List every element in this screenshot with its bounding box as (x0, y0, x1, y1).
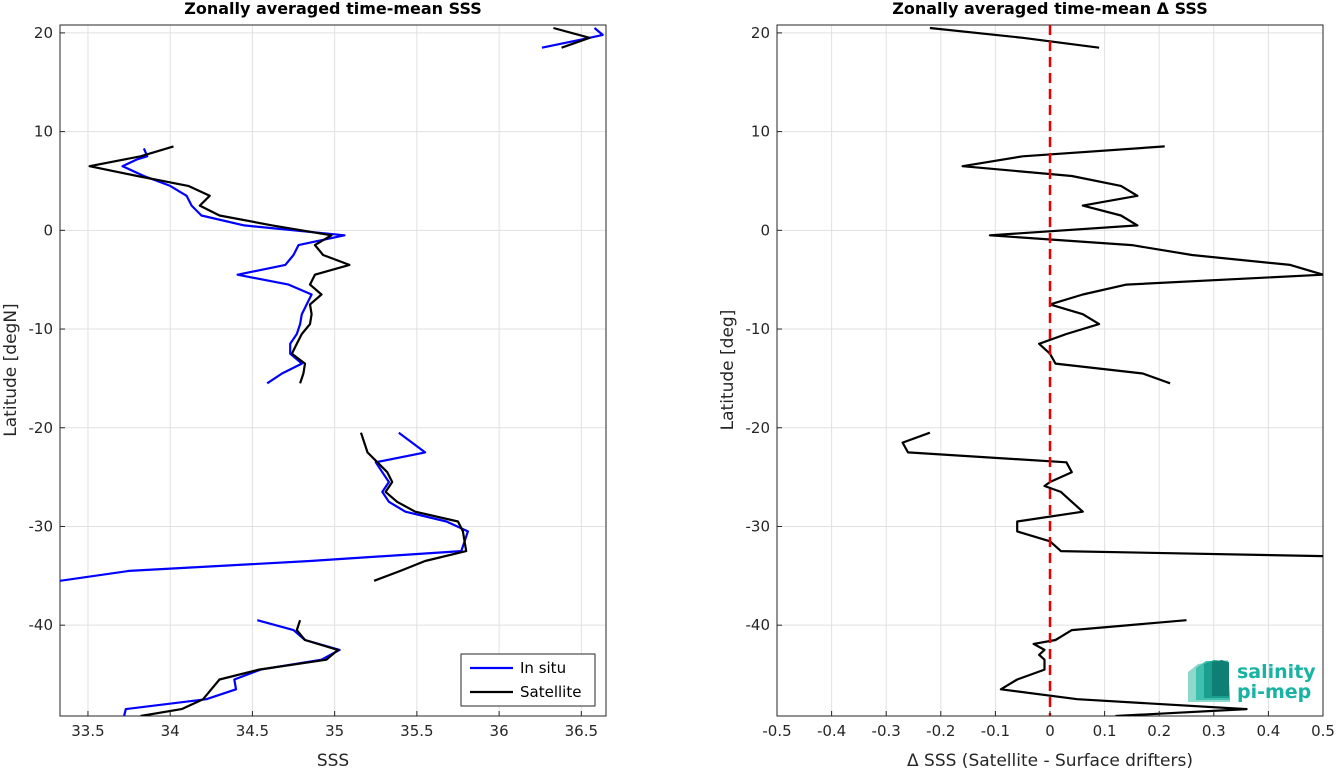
delta-sss-series-line-series-0 (999, 619, 1248, 716)
delta-sss-series-line-series-0 (901, 431, 1323, 558)
sss-ticks: 33.5 34 34.5 35 35.5 36 36.5 -40 -30 -20 -10 0 10 20 (29, 24, 599, 740)
sss-plot-area (60, 26, 604, 716)
sss-panel: 33.5 34 34.5 35 35.5 36 36.5-40-30-20-1001020 … (1, 0, 607, 769)
sss-x-tick-label: 36 (490, 722, 509, 740)
delta-sss-y-axis-label: Latitude [deg] (718, 310, 738, 431)
delta-sss-series-line-series-0 (929, 26, 1100, 49)
legend: In situ Satellite (460, 653, 596, 707)
delta-sss-x-tick-label: -0.3 (872, 722, 901, 740)
sss-series-line-satellite (359, 432, 468, 582)
logo-mark-icon (1188, 660, 1230, 702)
sss-y-tick-label: -30 (29, 517, 54, 535)
legend-label-in-situ: In situ (520, 659, 566, 677)
delta-sss-y-tick-label: 20 (751, 24, 770, 42)
sss-y-tick-label: -10 (29, 320, 54, 338)
sss-x-tick-label: 33.5 (71, 722, 104, 740)
delta-sss-x-tick-label: -0.2 (926, 722, 955, 740)
sss-x-tick-label: 34.5 (236, 722, 269, 740)
sss-x-tick-label: 35.5 (400, 722, 433, 740)
delta-sss-x-tick-label: -0.4 (817, 722, 846, 740)
legend-label-satellite: Satellite (520, 683, 581, 701)
sss-y-tick-label: -20 (29, 419, 54, 437)
delta-sss-panel: -0.5 -0.4 -0.3 -0.2 -0.1 0 0.1 0.2 0.3 0.4 0.5 -40 -… (718, 0, 1335, 769)
sss-y-tick-label: -40 (29, 616, 54, 634)
sss-series-line-in-situ (123, 619, 341, 716)
delta-sss-x-axis-label: Δ SSS (Satellite - Surface drifters) (907, 751, 1193, 769)
delta-sss-x-tick-label: 0.4 (1256, 722, 1280, 740)
sss-y-tick-label: 20 (34, 24, 53, 42)
sss-series-line-satellite (553, 26, 591, 49)
sss-x-tick-label: 34 (161, 722, 180, 740)
sss-axes-frame (59, 24, 607, 717)
salinity-pi-mep-logo: salinity pi-mep (1188, 660, 1316, 703)
delta-sss-x-tick-label: 0.3 (1202, 722, 1226, 740)
delta-sss-x-tick-label: -0.1 (981, 722, 1010, 740)
logo-text-line2: pi-mep (1237, 681, 1311, 703)
sss-x-axis-label: SSS (317, 751, 349, 769)
logo-text-line1: salinity (1237, 661, 1316, 683)
delta-sss-y-tick-label: -10 (746, 320, 771, 338)
sss-y-tick-label: 0 (43, 221, 53, 239)
legend-box (460, 653, 596, 707)
delta-sss-title: Zonally averaged time-mean Δ SSS (892, 0, 1208, 18)
sss-title: Zonally averaged time-mean SSS (184, 0, 482, 18)
delta-sss-x-tick-label: -0.5 (762, 722, 791, 740)
sss-series-line-in-situ (121, 147, 346, 385)
sss-grid (60, 25, 606, 716)
delta-sss-x-tick-label: 0.2 (1147, 722, 1171, 740)
sss-series-line-in-situ (541, 27, 604, 49)
delta-sss-x-tick-label: 0 (1045, 722, 1055, 740)
delta-sss-y-tick-label: -30 (746, 517, 771, 535)
delta-sss-y-tick-label: -20 (746, 419, 771, 437)
sss-series-line-in-situ (60, 431, 469, 582)
delta-sss-series-line-series-0 (961, 145, 1323, 385)
delta-sss-ticks: -0.5 -0.4 -0.3 -0.2 -0.1 0 0.1 0.2 0.3 0.4 0.5 -40 -… (746, 24, 1335, 740)
delta-sss-y-tick-label: -40 (746, 616, 771, 634)
delta-sss-x-tick-label: 0.1 (1093, 722, 1117, 740)
sss-x-tick-label: 36.5 (565, 722, 598, 740)
delta-sss-y-tick-label: 10 (751, 123, 770, 141)
sss-series-line-satellite (140, 619, 339, 716)
delta-sss-x-tick-label: 0.5 (1311, 722, 1335, 740)
sss-y-tick-label: 10 (34, 123, 53, 141)
sss-x-tick-label: 35 (325, 722, 344, 740)
delta-sss-y-tick-label: 0 (760, 221, 770, 239)
delta-sss-plot-area (901, 25, 1323, 716)
sss-y-axis-label: Latitude [degN] (1, 303, 21, 436)
sss-series-line-satellite (88, 145, 351, 384)
